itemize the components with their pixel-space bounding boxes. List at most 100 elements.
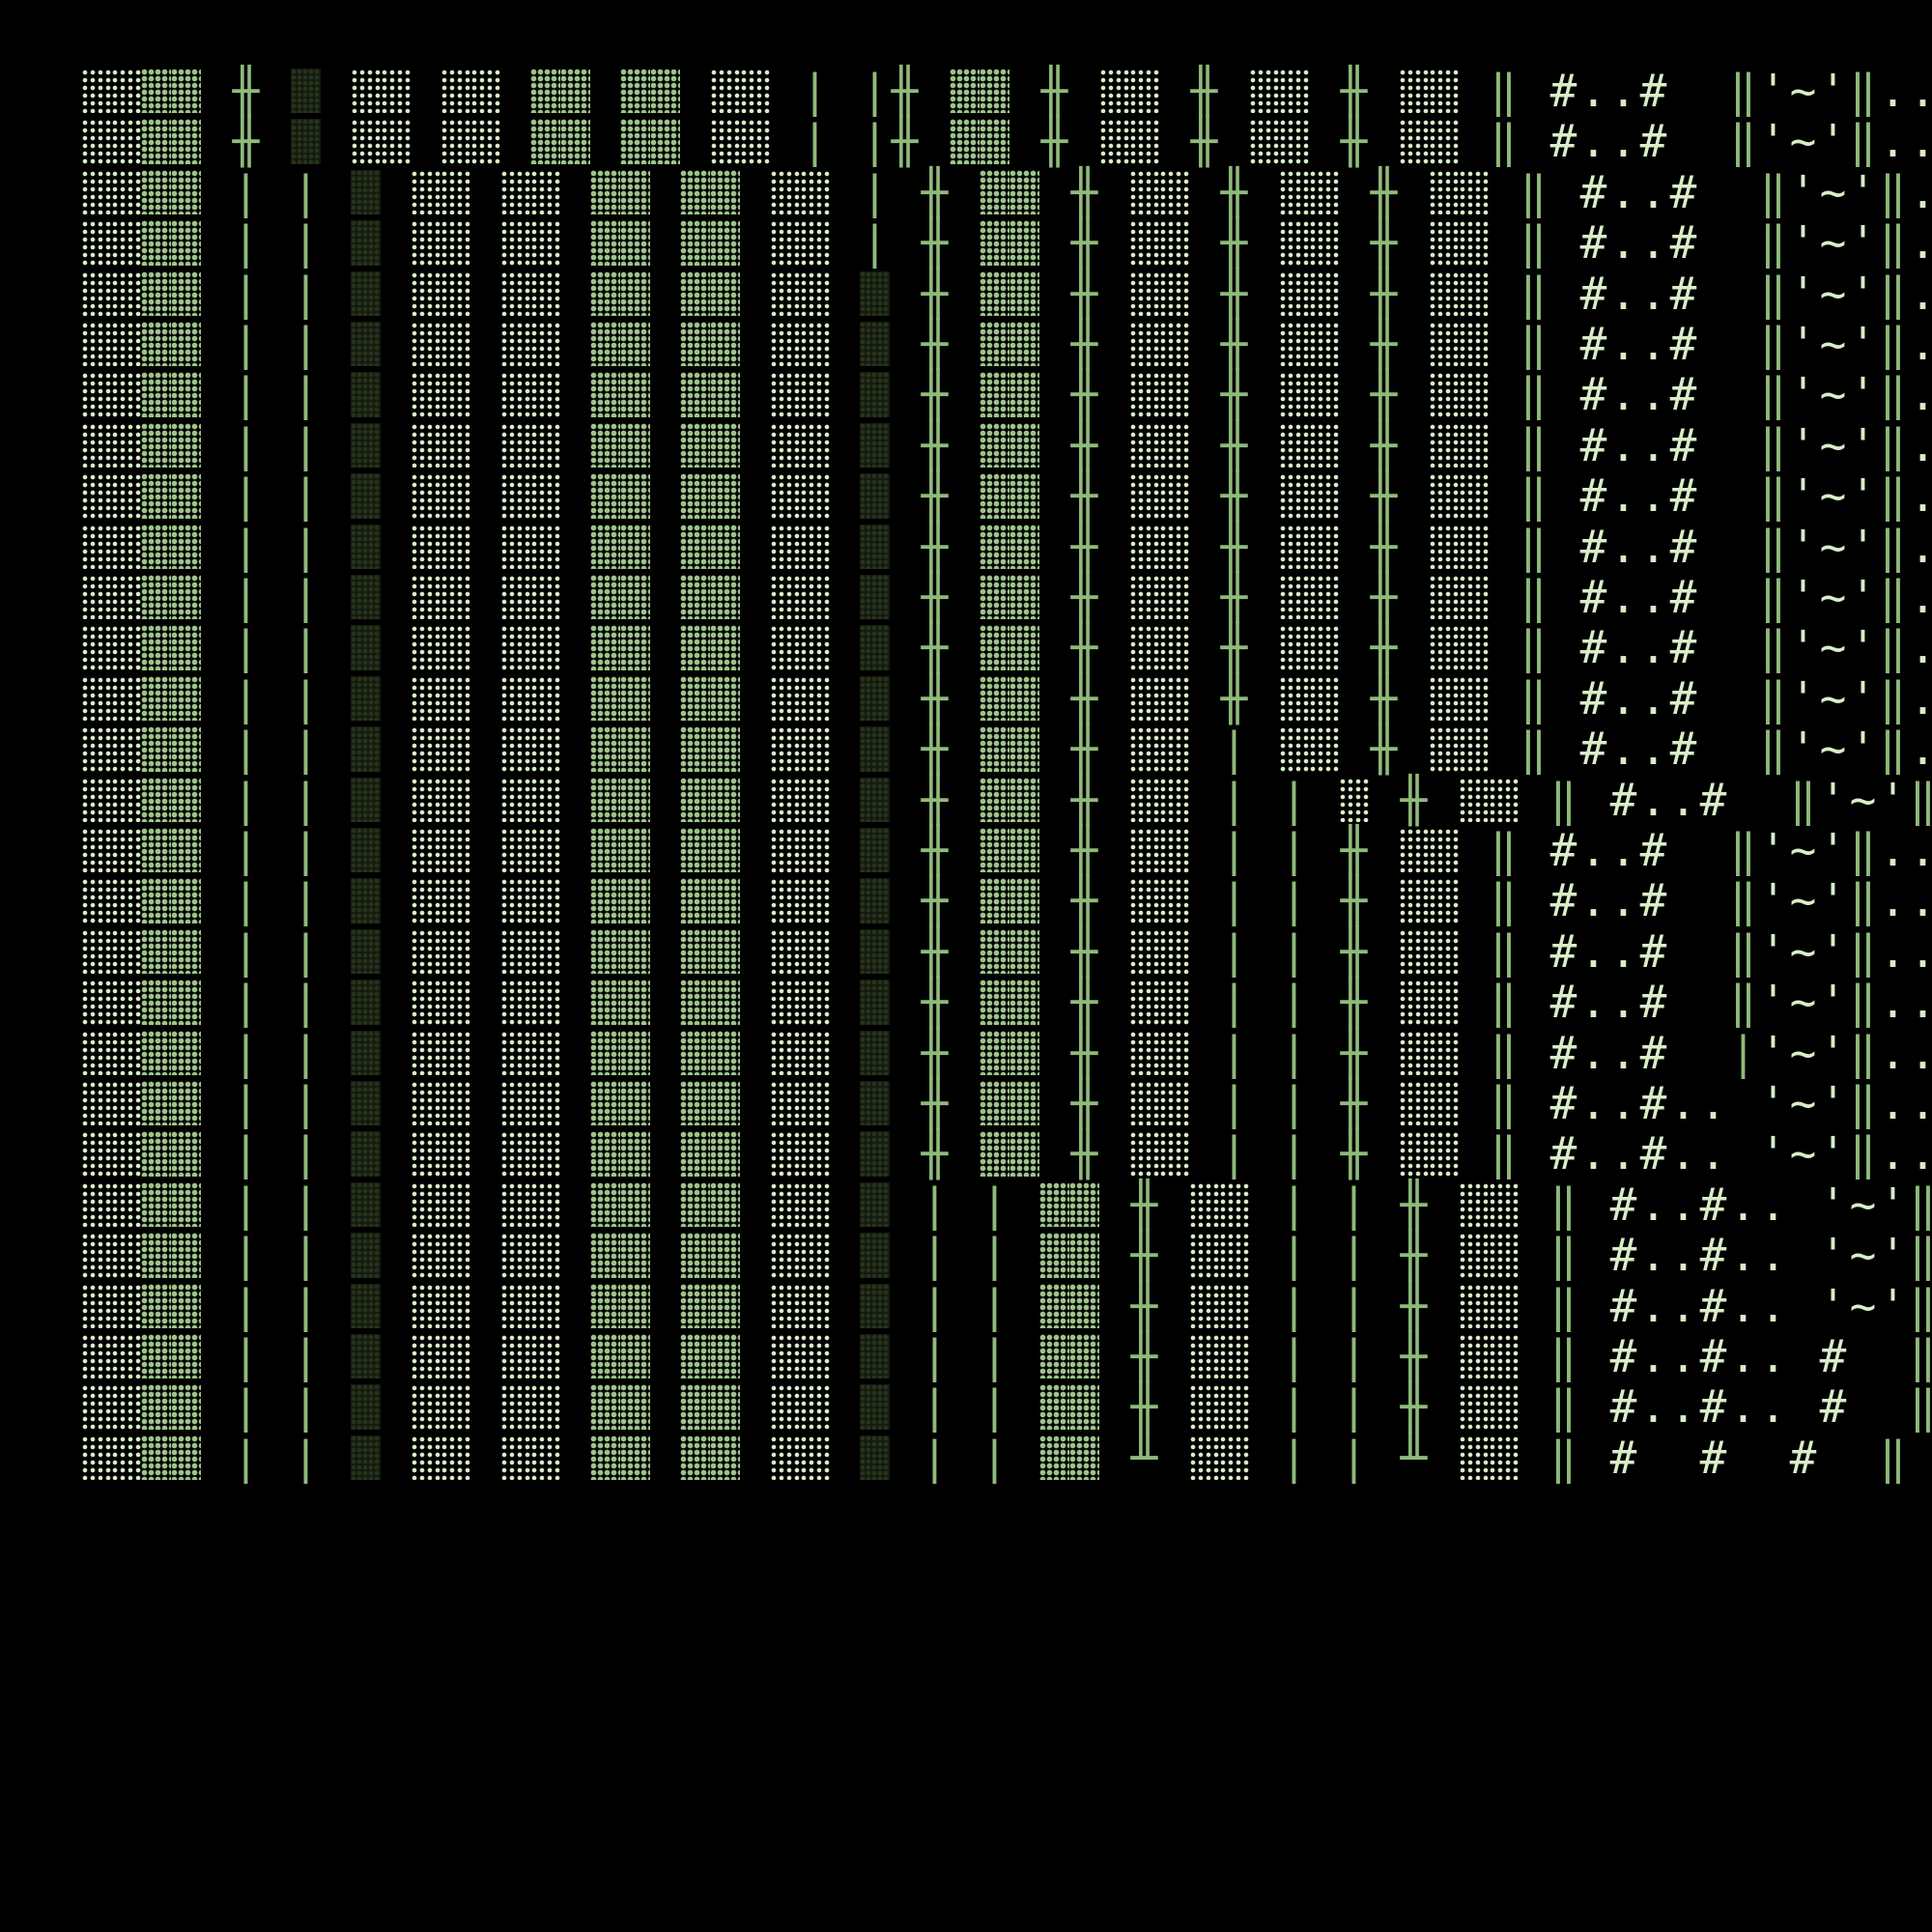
shade-cell-light bbox=[111, 1334, 141, 1379]
shade-cell-light bbox=[381, 69, 411, 114]
glyph-cell: ‖ bbox=[1849, 65, 1877, 117]
glyph-cell: # bbox=[1669, 723, 1697, 776]
shade-cell-light bbox=[1459, 1283, 1489, 1328]
shade-cell-med bbox=[171, 1030, 201, 1075]
shade-cell-light bbox=[1219, 1435, 1249, 1481]
glyph-cell: ╫ bbox=[1220, 216, 1248, 270]
shade-cell-med bbox=[590, 1435, 620, 1481]
shade-cell-med bbox=[171, 220, 201, 266]
glyph-cell: . bbox=[1908, 672, 1932, 724]
glyph-cell: | bbox=[1220, 874, 1248, 927]
shade-cell-light bbox=[530, 270, 560, 316]
shade-cell-med bbox=[141, 1384, 171, 1430]
glyph-cell: ‖ bbox=[1520, 216, 1548, 270]
glyph-cell: | bbox=[921, 1229, 949, 1282]
glyph-cell: . bbox=[1729, 1380, 1757, 1434]
shade-cell-med bbox=[680, 878, 710, 923]
glyph-cell: ‖ bbox=[1549, 1229, 1577, 1282]
glyph-cell: . bbox=[1669, 1229, 1697, 1282]
shade-cell-med bbox=[680, 1384, 710, 1430]
shade-cell-med bbox=[680, 726, 710, 772]
glyph-cell: . bbox=[1639, 1380, 1667, 1434]
shade-cell-med bbox=[1009, 777, 1039, 822]
glyph-cell: # bbox=[1639, 874, 1667, 927]
glyph-cell: . bbox=[1639, 621, 1667, 674]
shade-cell-med bbox=[680, 1334, 710, 1379]
shade-cell-med bbox=[1009, 322, 1039, 367]
shade-cell-light bbox=[1159, 980, 1189, 1025]
glyph-cell: ‖ bbox=[1759, 368, 1787, 421]
shade-cell-med bbox=[680, 473, 710, 519]
shade-cell-dark bbox=[351, 625, 381, 670]
shade-cell-light bbox=[800, 828, 830, 873]
shade-cell-med bbox=[1039, 1435, 1069, 1481]
glyph-cell: # bbox=[1669, 671, 1697, 724]
shade-cell-med bbox=[1009, 675, 1039, 722]
glyph-cell: ╫ bbox=[1070, 671, 1098, 724]
shade-cell-light bbox=[800, 928, 830, 975]
shade-cell-light bbox=[1159, 524, 1189, 569]
glyph-cell: ‖ bbox=[1879, 520, 1907, 573]
shade-cell-med bbox=[141, 422, 171, 469]
shade-cell-med bbox=[141, 1334, 171, 1379]
shade-cell-light bbox=[770, 828, 800, 873]
shade-cell-light bbox=[1459, 1334, 1489, 1379]
shade-cell-med bbox=[620, 878, 650, 923]
shade-cell-med bbox=[171, 625, 201, 670]
glyph-cell: | bbox=[232, 368, 260, 421]
shade-cell-light bbox=[1429, 1081, 1459, 1126]
shade-cell-light bbox=[770, 1081, 800, 1126]
shade-cell-light bbox=[1129, 1081, 1159, 1126]
shade-cell-med bbox=[590, 322, 620, 367]
glyph-cell: ' bbox=[1759, 1026, 1787, 1079]
shade-cell-light bbox=[111, 1181, 141, 1228]
shade-cell-light bbox=[1459, 1181, 1489, 1228]
glyph-cell: | bbox=[232, 165, 260, 218]
shade-cell-med bbox=[590, 980, 620, 1025]
glyph-cell: ~ bbox=[1789, 1127, 1817, 1180]
shade-cell-med bbox=[680, 524, 710, 569]
glyph-cell: ‖ bbox=[1549, 1330, 1577, 1382]
shade-cell-med bbox=[950, 119, 980, 164]
shade-cell-med bbox=[590, 575, 620, 620]
shade-cell-med bbox=[980, 119, 1009, 164]
shade-cell-med bbox=[620, 575, 650, 620]
shade-cell-light bbox=[1459, 777, 1489, 822]
glyph-cell: ╫ bbox=[921, 165, 949, 218]
glyph-cell: . bbox=[1759, 1380, 1787, 1434]
glyph-cell: ~ bbox=[1819, 368, 1847, 421]
glyph-cell: . bbox=[1609, 1026, 1637, 1079]
shade-cell-light bbox=[411, 726, 440, 772]
shade-cell-light bbox=[1249, 119, 1279, 164]
glyph-cell: ‖ bbox=[1879, 671, 1907, 724]
glyph-cell: | bbox=[1280, 1127, 1308, 1180]
shade-cell-light bbox=[111, 980, 141, 1025]
shade-cell-med bbox=[620, 220, 650, 266]
shade-cell-light bbox=[710, 69, 740, 114]
shade-cell-light bbox=[81, 1233, 111, 1278]
shade-cell-med bbox=[620, 372, 650, 417]
shade-cell-med bbox=[141, 828, 171, 873]
shade-cell-light bbox=[440, 119, 470, 164]
shade-cell-light bbox=[411, 1283, 440, 1328]
glyph-cell: . bbox=[1669, 1178, 1697, 1231]
glyph-cell: ‖ bbox=[1908, 1230, 1932, 1281]
glyph-cell: | bbox=[232, 418, 260, 471]
shade-cell-light bbox=[1249, 69, 1279, 114]
shade-cell-light bbox=[411, 777, 440, 822]
shade-cell-light bbox=[500, 524, 530, 569]
glyph-cell: | bbox=[292, 621, 320, 674]
shade-cell-med bbox=[590, 169, 620, 215]
shade-cell-light bbox=[1459, 220, 1489, 266]
glyph-cell: | bbox=[861, 216, 889, 270]
shade-cell-light bbox=[1429, 69, 1459, 114]
shade-cell-med bbox=[1009, 524, 1039, 569]
glyph-cell: . bbox=[1699, 1077, 1727, 1129]
shade-cell-med bbox=[680, 270, 710, 316]
shade-cell-med bbox=[560, 119, 590, 164]
glyph-cell: ~ bbox=[1819, 621, 1847, 674]
glyph-cell: | bbox=[861, 115, 889, 168]
shade-cell-light bbox=[111, 575, 141, 620]
shade-cell-light bbox=[800, 270, 830, 316]
glyph-cell: | bbox=[292, 1229, 320, 1282]
